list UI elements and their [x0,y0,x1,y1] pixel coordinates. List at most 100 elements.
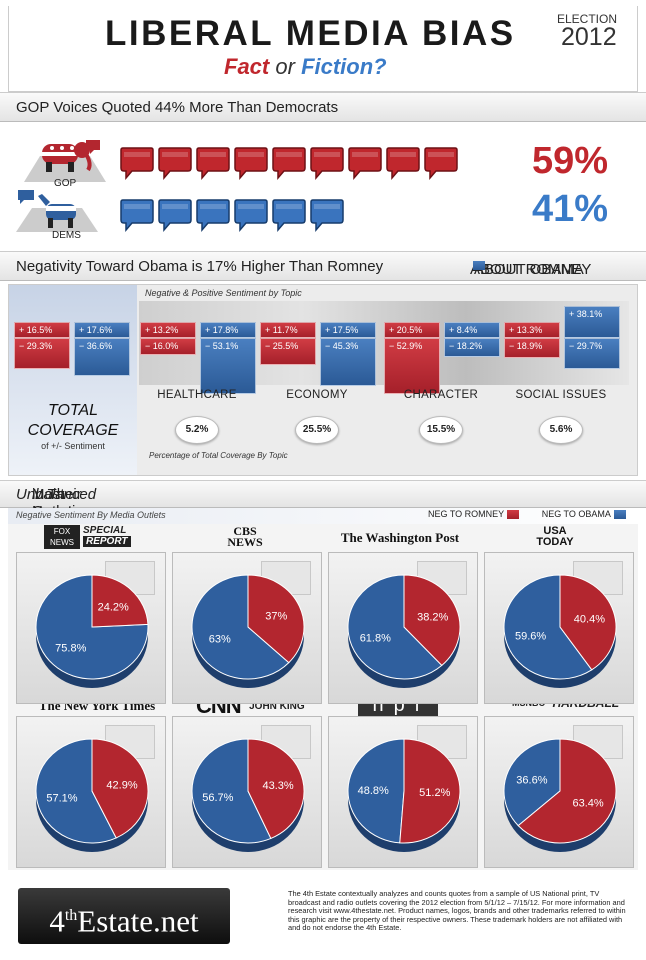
pie-slice-obama [503,738,561,827]
pie-slice-obama [191,574,290,680]
coverage-bubble: 5.6% [539,416,583,444]
page-title: LIBERAL MEDIA BIAS [105,14,516,53]
legend-obama-swatch [473,261,485,270]
brand-name: Estate.net [77,903,199,939]
gop-headline: GOP Voices Quoted 44% More Than Democrat… [16,99,339,116]
pie-label-romney: 38.2% [417,612,448,624]
pie-slice-romney [91,574,149,628]
pie-slice-obama [191,738,272,844]
gop-percent: 59% [532,140,609,182]
gop-section-bar: GOP Voices Quoted 44% More Than Democrat… [0,92,646,122]
usa-today-logo: USA TODAY [520,526,590,550]
coverage-bubble: 15.5% [419,416,463,444]
brand-sup: th [64,907,78,924]
romney-positive-bar: + 16.5% [14,322,70,338]
legend-neg-romney-swatch [507,510,520,520]
coverage-bubble: 5.2% [175,416,219,444]
gop-speech-bubbles [118,146,478,186]
pie-label-obama: 75.8% [55,643,86,655]
fox-news-text: NEWS [50,538,74,547]
pie-label-romney: 40.4% [574,614,605,626]
outlet-pie-chart: 43.3% 56.7% [191,738,305,852]
pie-label-romney: 63.4% [573,798,604,810]
dems-speech-bubbles [118,198,478,238]
outlets-subbar: Negative Sentiment By Media Outlets NEG … [8,508,638,524]
obama-negative-bar: − 36.6% [74,338,130,377]
outlet-tile: 24.2% 75.8% [16,552,166,704]
negativity-headline: Negativity Toward Obama is 17% Higher Th… [16,258,384,275]
outlet-pie-chart: 63.4% 36.6% [503,738,617,852]
speech-bubble-icon [196,147,230,181]
pie-label-romney: 42.9% [106,780,137,792]
romney-negative-bar: − 25.5% [260,338,316,365]
pie-slice-romney [91,738,149,839]
legend-neg-obama-swatch [613,510,626,520]
outlet-pie-chart: 51.2% 48.8% [347,738,461,852]
outlet-pie-chart: 42.9% 57.1% [35,738,149,852]
speech-bubble-icon [424,147,458,181]
pie-slice-obama [347,738,405,844]
pie-label-obama: 63% [209,633,231,645]
footer: 4thEstate.net The 4th Estate contextuall… [8,872,638,958]
pie-label-romney: 51.2% [419,787,450,799]
speech-bubble-icon [196,199,230,233]
romney-positive-bar: + 13.2% [140,322,196,338]
romney-negative-bar: − 52.9% [384,338,440,394]
election-year: 2012 [561,23,617,51]
usa-text: USA [543,525,567,537]
dems-label: DEMS [52,230,81,241]
obama-negative-bar: − 53.1% [200,338,256,394]
pie-label-romney: 43.3% [263,780,294,792]
speech-bubble-icon [272,147,306,181]
speech-bubble-icon [158,147,192,181]
dems-donkey-icon [16,190,98,232]
outlets-section-bar: Most Outlets are Unbalanced in Their Neg… [0,480,646,537]
subtitle-or: or [275,54,295,79]
pie-slice-obama [347,574,443,680]
outlets-headline-em: Unbalanced [16,486,97,503]
speech-bubble-icon [234,147,268,181]
election-label: ELECTION [557,12,618,26]
speech-bubble-icon [158,199,192,233]
speech-bubble-icon [310,199,344,233]
pie-label-obama: 59.6% [515,630,546,642]
obama-positive-bar: + 38.1% [564,305,620,338]
pie-slice-romney [247,574,305,664]
fox-box: FOX NEWS [44,525,80,549]
pie-slice-romney [247,738,305,840]
outlets-headline: Most Outlets are Unbalanced in Their Neg… [16,486,97,537]
header: LIBERAL MEDIA BIAS Fact or Fiction? ELEC… [8,6,638,92]
report-text: REPORT [83,536,131,547]
pie-slice-romney [403,574,461,667]
sentiment-bars: + 16.5% − 29.3% + 17.6% − 36.6% + 13.2% − 16.… [14,305,620,394]
pie-label-romney: 24.2% [98,601,129,613]
outlet-tile: 63.4% 36.6% [484,716,634,868]
pie-label-obama: 57.1% [46,792,77,804]
cbs-news-text: NEWS [227,535,263,549]
topic-label: ECONOMY [286,389,348,401]
speech-bubble-icon [120,199,154,233]
outlet-pie-chart: 24.2% 75.8% [35,574,149,688]
pie-slice-romney [399,738,461,844]
cbs-logo: CBS NEWS [210,525,280,550]
subtitle: Fact or Fiction? [224,54,387,80]
pie-label-obama: 61.8% [360,632,391,644]
brand-four: 4 [49,903,65,939]
pie-slice-romney [559,574,617,671]
fox-text: FOX [53,527,71,536]
obama-positive-bar: + 17.8% [200,322,256,338]
obama-negative-bar: − 45.3% [320,338,376,386]
sentiment-subtitle: Negative & Positive Sentiment by Topic [145,288,302,298]
john-king-text: JOHN KING [249,701,305,712]
legend-neg-romney: NEG TO ROMNEY [428,509,505,519]
pie-label-obama: 36.6% [516,774,547,786]
romney-positive-bar: + 13.3% [504,322,560,338]
obama-positive-bar: + 8.4% [444,322,500,338]
coverage-footnote: Percentage of Total Coverage By Topic [149,451,288,460]
romney-negative-bar: − 16.0% [140,338,196,355]
obama-negative-bar: − 18.2% [444,338,500,358]
negativity-section-bar: Negativity Toward Obama is 17% Higher Th… [0,251,646,281]
romney-negative-bar: − 18.9% [504,338,560,358]
total-coverage-title: TOTAL COVERAGE [27,402,119,439]
